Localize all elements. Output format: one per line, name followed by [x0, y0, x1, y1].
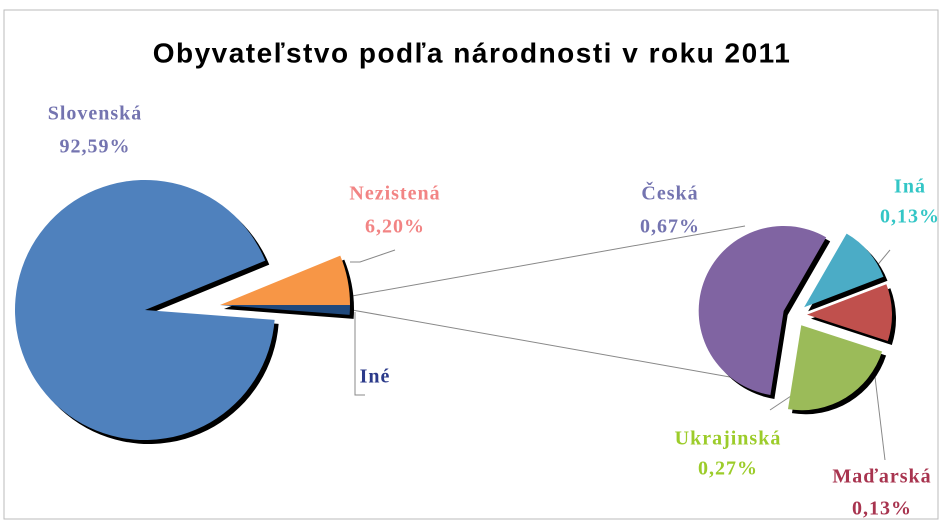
leader-line — [871, 351, 886, 461]
pie-slice — [787, 325, 883, 411]
data-label-value: 92,59% — [60, 136, 131, 158]
pie-slice — [220, 255, 350, 305]
data-label-name: Iné — [360, 366, 391, 388]
data-label-name: Česká — [641, 181, 698, 205]
data-label-value: 0,27% — [698, 458, 758, 480]
pie-slice — [15, 179, 275, 441]
leader-line — [350, 249, 396, 263]
pie-slice — [804, 233, 884, 308]
data-label-name: Nezistená — [349, 183, 440, 205]
data-label-name: Iná — [894, 176, 926, 198]
pie-slice — [220, 305, 350, 315]
chart-title: Obyvateľstvo podľa národnosti v roku 201… — [153, 37, 792, 68]
leader-line — [354, 312, 365, 396]
pie-slice — [806, 284, 892, 341]
data-label-name: Maďarská — [832, 466, 931, 488]
pie-slice — [698, 225, 827, 395]
data-label-value: 0,67% — [640, 216, 700, 238]
data-label-value: 0,13% — [880, 206, 940, 228]
data-label-name: Slovenská — [48, 103, 143, 125]
data-label-value: 0,13% — [852, 498, 912, 520]
data-label-name: Ukrajinská — [675, 428, 782, 450]
connector-line — [351, 225, 746, 297]
data-label-value: 6,20% — [365, 216, 425, 238]
connector-line — [351, 309, 776, 386]
